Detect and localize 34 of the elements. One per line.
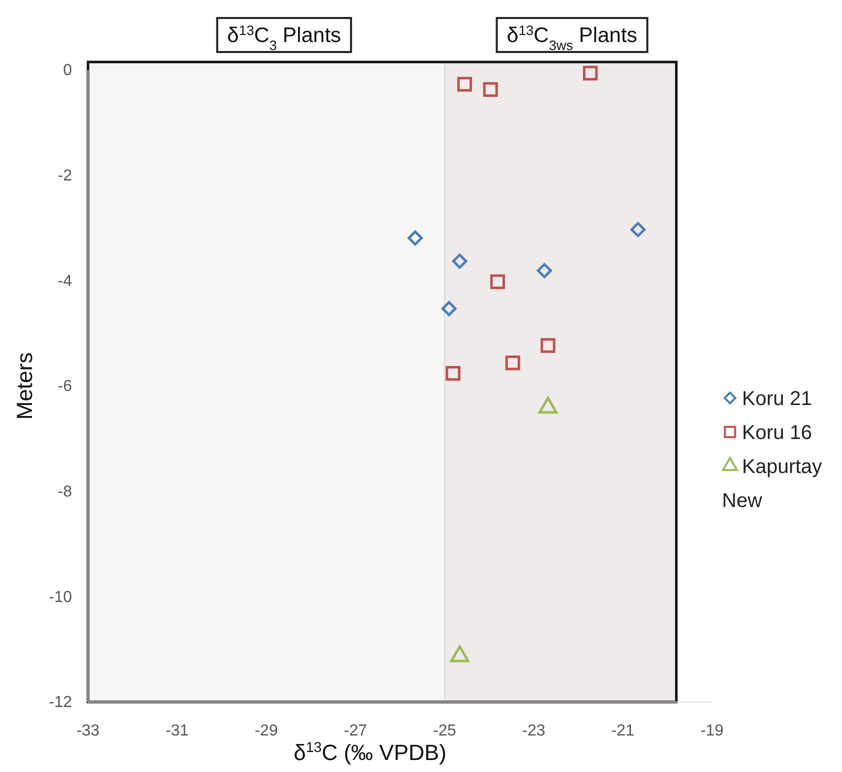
x-tick-label: -29 [254,722,278,740]
point [483,82,498,97]
point [490,274,505,290]
point [540,338,556,353]
y-tick-label: 0 [63,62,72,80]
x-tick-label: -31 [166,722,189,740]
x-tick-label: -19 [700,722,724,740]
y-tick-label: -8 [58,483,72,500]
point [446,366,460,381]
band-label: δ$^{13}$C$_{3ws}$ Plants [506,22,638,52]
y-tick-label: -2 [58,167,72,184]
point [536,263,552,278]
legend-label: Kapurtay New [722,456,822,512]
point [505,355,520,370]
x-axis-title: δ$^{13}$C (‰ VPDB) [294,740,446,765]
y-tick-label: -10 [48,588,72,606]
x-tick-label: -25 [433,722,456,740]
point [441,301,457,316]
point [408,230,423,246]
y-axis-title: Meters [12,352,37,420]
point [457,76,472,92]
y-tick-label: -4 [58,272,72,290]
legend-label: Koru 21 [742,388,812,410]
y-tick-label: -12 [48,694,72,712]
x-tick-label: -21 [611,722,635,740]
point [630,222,646,238]
x-tick-label: -27 [344,722,368,740]
band-label: δ$^{13}$C$_{3}$ Plants [227,22,342,52]
y-tick-label: -6 [58,378,72,396]
point [452,254,468,269]
legend-label: Koru 16 [742,422,812,444]
x-tick-label: -33 [76,722,100,740]
x-tick-label: -23 [522,722,546,740]
point [582,66,598,81]
